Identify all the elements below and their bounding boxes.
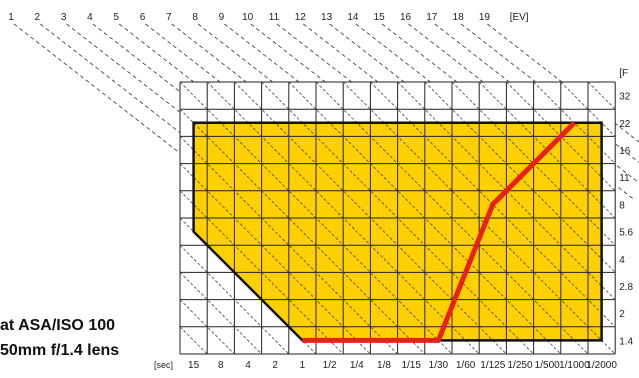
ev-label: 19 <box>479 12 491 23</box>
ev-label: 17 <box>426 12 438 23</box>
x-tick-label: 1 <box>300 360 306 371</box>
caption-iso: at ASA/ISO 100 <box>0 317 115 334</box>
grid-diagonal <box>234 81 507 355</box>
grid-diagonal <box>179 81 453 355</box>
ev-label: 1 <box>8 12 14 23</box>
x-tick-label: 1/15 <box>401 360 421 371</box>
ev-label: 5 <box>113 12 119 23</box>
grid-diagonal <box>179 326 208 355</box>
y-tick-label: 5.6 <box>619 228 633 239</box>
y-tick-label: 1.4 <box>619 336 633 347</box>
grid-diagonal <box>315 81 589 355</box>
y-tick-label: 16 <box>619 146 631 157</box>
ev-label: 16 <box>400 12 412 23</box>
program-line <box>302 121 577 343</box>
chart-grid <box>179 81 616 355</box>
x-tick-label: 1/2 <box>323 360 337 371</box>
ev-label: 14 <box>347 12 359 23</box>
ev-label: 12 <box>295 12 307 23</box>
grid-diagonal <box>288 81 562 355</box>
x-axis-ticks: 15 8 4 2 1 1/2 1/4 1/8 1/15 1/30 1/60 1/125 1/250 1/5… <box>188 360 617 371</box>
y-tick-label: 8 <box>619 200 625 211</box>
x-tick-label: 1/250 <box>507 360 532 371</box>
ev-label: 3 <box>61 12 67 23</box>
grid-diagonal <box>179 299 235 355</box>
ev-unit-label: [EV] <box>510 12 529 23</box>
x-tick-label: 1/500 <box>535 360 560 371</box>
x-tick-label: 1/2000 <box>586 360 617 371</box>
y-tick-label: 2 <box>619 309 625 320</box>
y-tick-label: 22 <box>619 119 631 130</box>
ev-label: 4 <box>87 12 93 23</box>
ev-label: 2 <box>35 12 41 23</box>
x-tick-label: 8 <box>218 360 224 371</box>
x-tick-label: 1/60 <box>456 360 476 371</box>
x-tick-label: 1/30 <box>429 360 449 371</box>
y-tick-label: 4 <box>619 255 625 266</box>
ev-label: 8 <box>192 12 198 23</box>
grid-diagonal <box>587 81 616 110</box>
y-tick-label: 2.8 <box>619 282 633 293</box>
y-unit-label: [F <box>619 68 628 79</box>
grid-diagonal <box>397 81 616 300</box>
x-tick-label: 4 <box>245 360 251 371</box>
ev-label: 13 <box>321 12 333 23</box>
grid-diagonal <box>560 81 616 137</box>
grid-diagonal <box>261 81 534 355</box>
grid-diagonal <box>179 190 344 355</box>
grid-diagonal <box>342 81 616 355</box>
ev-label: 7 <box>166 12 172 23</box>
grid-diagonal <box>206 81 480 355</box>
x-tick-label: 1/1000 <box>559 360 590 371</box>
grid-diagonal <box>179 244 290 355</box>
x-tick-label: 1/125 <box>480 360 505 371</box>
ev-labels: 1 2 3 4 5 6 7 8 9 10 11 12 13 14 15 16 17 18 19 <box>8 12 490 23</box>
ev-label: 9 <box>219 12 225 23</box>
ev-label: 18 <box>453 12 465 23</box>
control-range-outline <box>192 121 603 342</box>
y-tick-label: 32 <box>619 92 631 103</box>
grid-diagonal <box>179 136 398 355</box>
grid-diagonal <box>179 272 262 355</box>
y-axis-ticks: 1.4 2 2.8 4 5.6 8 11 16 22 32 <box>619 92 633 348</box>
ev-label: 11 <box>269 12 280 23</box>
x-tick-label: 15 <box>188 360 200 371</box>
x-unit-label: [sec] <box>154 360 173 370</box>
x-tick-label: 1/4 <box>350 360 364 371</box>
caption-lens: 50mm f/1.4 lens <box>0 342 119 359</box>
x-tick-label: 1/8 <box>377 360 391 371</box>
y-tick-label: 11 <box>619 173 630 184</box>
x-tick-label: 2 <box>272 360 278 371</box>
ev-label: 10 <box>242 12 254 23</box>
grid-diagonal <box>179 108 426 355</box>
ev-label: 15 <box>374 12 386 23</box>
ev-label: 6 <box>140 12 146 23</box>
